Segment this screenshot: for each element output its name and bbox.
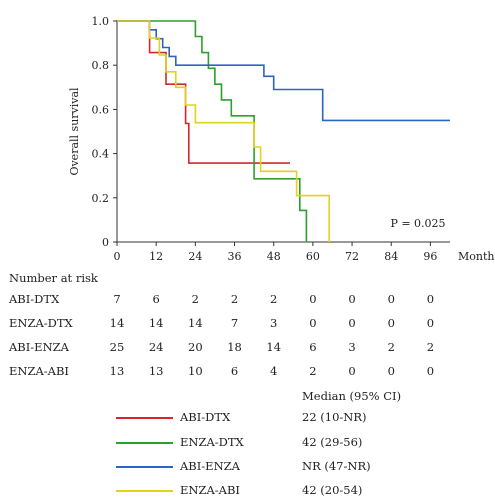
risk-count: 6: [230, 364, 239, 378]
risk-count: 0: [387, 316, 395, 330]
risk-count: 0: [426, 364, 435, 378]
risk-count: 0: [426, 292, 435, 306]
legend-swatch: [116, 466, 173, 468]
legend-title: Median (95% CI): [302, 389, 402, 403]
legend-item-median: 42 (20-54): [302, 483, 363, 497]
legend-item-name: ABI-ENZA: [180, 459, 240, 473]
survival-curve-enza-dtx: [117, 20, 308, 242]
risk-count: 6: [152, 292, 160, 306]
y-tick-label: 1.0: [92, 15, 110, 28]
risk-count: 0: [348, 316, 356, 330]
x-tick-label: 12: [149, 250, 163, 263]
legend-swatch: [116, 417, 173, 419]
y-tick-label: 0.6: [92, 103, 110, 116]
risk-count: 0: [348, 364, 356, 378]
legend-item-name: ABI-DTX: [180, 410, 231, 424]
risk-count: 0: [309, 316, 317, 330]
risk-count: 25: [109, 340, 125, 354]
risk-count: 0: [426, 316, 435, 330]
legend-item-name: ENZA-ABI: [180, 483, 240, 497]
legend-item-median: 22 (10-NR): [302, 410, 367, 424]
x-tick-label: 0: [114, 250, 121, 263]
risk-row-label: ENZA-DTX: [9, 316, 73, 330]
risk-count: 7: [113, 292, 121, 306]
y-tick-label: 0.4: [92, 148, 110, 161]
risk-count: 13: [148, 364, 164, 378]
legend-swatch: [116, 442, 173, 444]
legend-item-name: ENZA-DTX: [180, 435, 244, 449]
x-tick-label: 60: [306, 250, 320, 263]
risk-count: 14: [188, 316, 203, 330]
x-tick-label: 48: [267, 250, 281, 263]
risk-count: 4: [270, 364, 278, 378]
legend-item-median: NR (47-NR): [302, 459, 371, 473]
risk-row-label: ENZA-ABI: [9, 364, 69, 378]
x-tick-label: 24: [188, 250, 202, 263]
risk-count: 18: [227, 340, 242, 354]
survival-curves: [117, 20, 450, 242]
survival-curve-abi-dtx: [117, 20, 290, 164]
risk-count: 7: [230, 316, 239, 330]
risk-count: 24: [148, 340, 164, 354]
x-tick-label: 84: [384, 250, 398, 263]
risk-count: 2: [426, 340, 435, 354]
y-tick-label: 0: [102, 236, 109, 249]
x-axis-label: Months: [458, 250, 495, 263]
risk-count: 2: [270, 292, 278, 306]
risk-count: 13: [109, 364, 125, 378]
survival-curve-enza-abi: [117, 20, 330, 242]
km-chart: 0 0.2 0.4 0.6 0.8 1.0 0 12 24 36 48 60 72 84 96 Months O…: [68, 15, 495, 263]
risk-count: 0: [387, 292, 395, 306]
legend-swatch: [116, 490, 173, 492]
risk-count: 14: [266, 340, 282, 354]
risk-count: 2: [309, 364, 317, 378]
risk-count: 0: [309, 292, 317, 306]
risk-count: 14: [109, 316, 125, 330]
risk-count: 20: [188, 340, 203, 354]
legend-item-median: 42 (29-56): [302, 435, 363, 449]
risk-row-label: ABI-ENZA: [9, 340, 69, 354]
risk-count: 0: [387, 364, 395, 378]
risk-count: 10: [188, 364, 203, 378]
x-tick-label: 72: [345, 250, 359, 263]
y-tick-label: 0.2: [92, 192, 110, 205]
risk-count: 2: [387, 340, 395, 354]
risk-count: 3: [348, 340, 356, 354]
risk-count: 2: [191, 292, 199, 306]
risk-row-label: ABI-DTX: [9, 292, 60, 306]
risk-table-header: Number at risk: [9, 271, 98, 285]
axes: [113, 20, 450, 246]
risk-count: 6: [309, 340, 317, 354]
axis-labels: 0 0.2 0.4 0.6 0.8 1.0 0 12 24 36 48 60 72 84 96 Months O…: [68, 15, 495, 263]
p-value-annotation: P = 0.025: [390, 217, 445, 230]
x-tick-label: 36: [228, 250, 242, 263]
y-tick-label: 0.8: [92, 59, 110, 72]
risk-count: 0: [348, 292, 356, 306]
y-axis-label: Overall survival: [68, 87, 81, 176]
risk-count: 14: [148, 316, 164, 330]
survival-curve-abi-enza: [117, 20, 450, 122]
risk-count: 3: [270, 316, 278, 330]
risk-count: 2: [230, 292, 239, 306]
x-tick-label: 96: [423, 250, 437, 263]
